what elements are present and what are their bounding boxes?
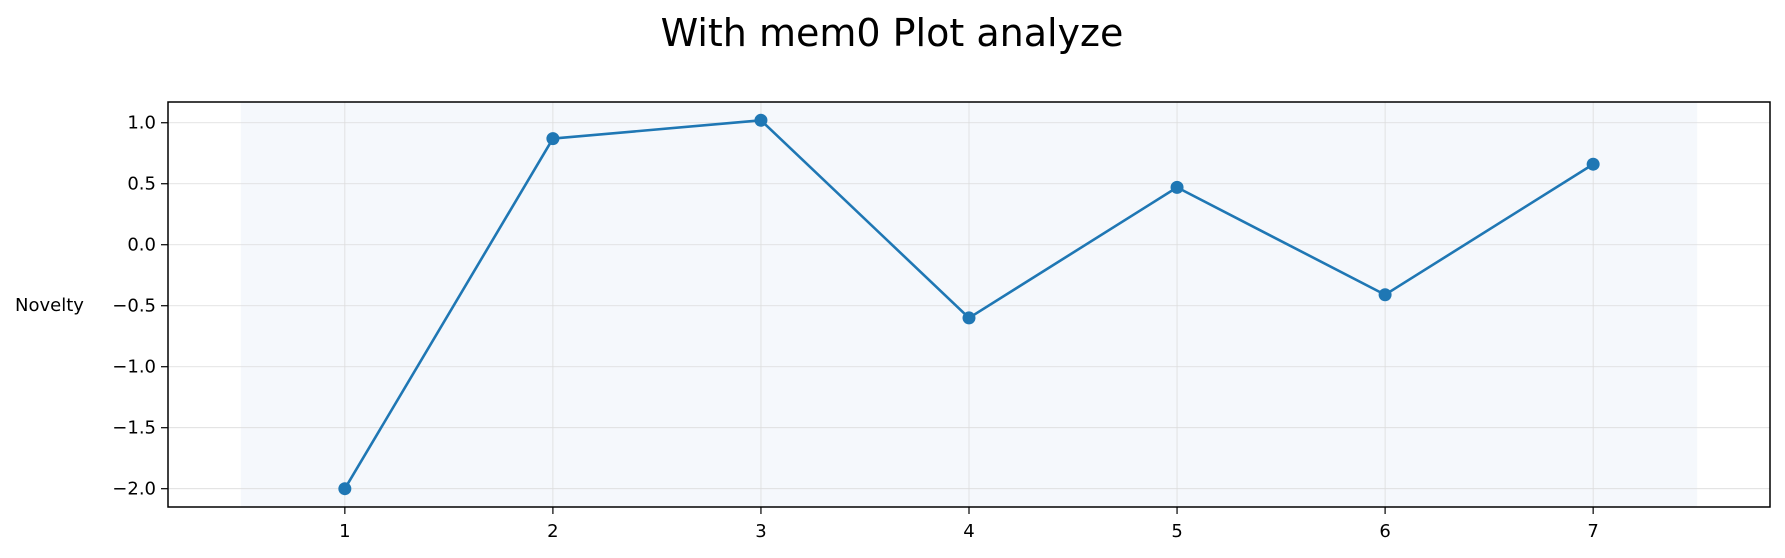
x-tick-label: 1 — [339, 521, 350, 542]
data-point[interactable] — [1379, 288, 1392, 301]
y-tick-label: 0.0 — [127, 235, 156, 256]
y-tick-label: −2.0 — [112, 479, 156, 500]
data-point[interactable] — [1587, 158, 1600, 171]
x-tick-label: 6 — [1379, 521, 1390, 542]
x-tick-label: 7 — [1587, 521, 1598, 542]
x-tick-label: 4 — [963, 521, 974, 542]
y-tick-label: 0.5 — [127, 174, 156, 195]
x-tick-label: 3 — [755, 521, 766, 542]
y-tick-label: 1.0 — [127, 113, 156, 134]
y-axis-label: Novelty — [15, 295, 84, 316]
data-point[interactable] — [754, 114, 767, 127]
x-tick-label: 2 — [547, 521, 558, 542]
y-tick-label: −1.5 — [112, 418, 156, 439]
chart-title: With mem0 Plot analyze — [661, 11, 1124, 55]
data-point[interactable] — [338, 482, 351, 495]
data-point[interactable] — [963, 311, 976, 324]
x-tick-label: 5 — [1171, 521, 1182, 542]
data-point[interactable] — [1171, 181, 1184, 194]
y-tick-label: −1.0 — [112, 357, 156, 378]
data-point[interactable] — [546, 132, 559, 145]
y-tick-label: −0.5 — [112, 296, 156, 317]
